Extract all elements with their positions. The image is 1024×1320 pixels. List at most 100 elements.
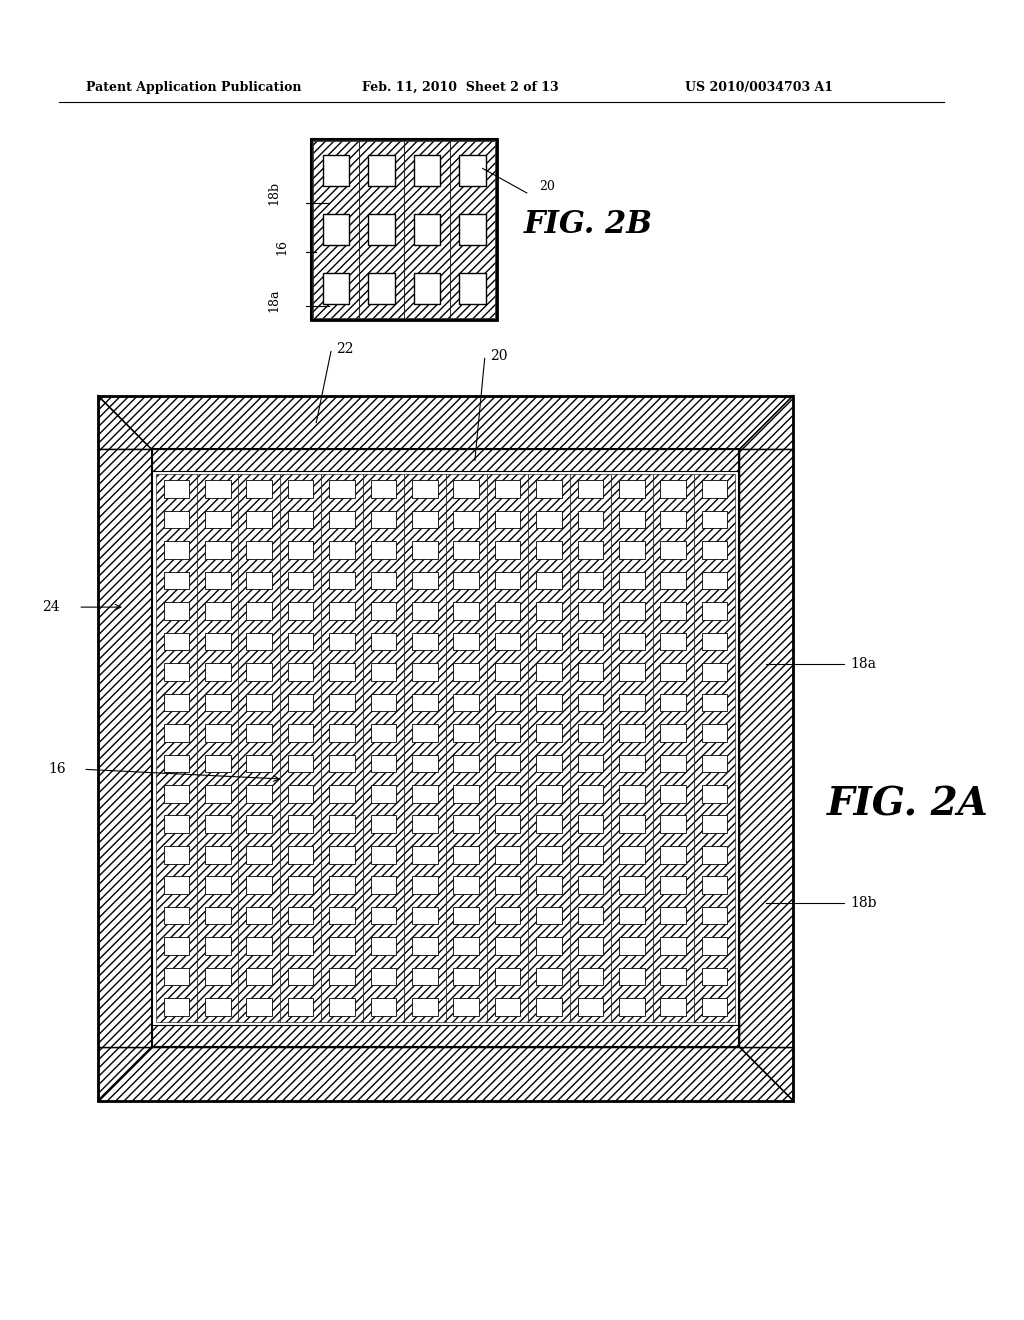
Bar: [660, 663, 686, 681]
Bar: [454, 693, 479, 711]
Bar: [454, 755, 479, 772]
Bar: [329, 755, 355, 772]
Bar: [247, 602, 272, 620]
Bar: [739, 450, 794, 1047]
Bar: [98, 450, 152, 1047]
Bar: [371, 693, 396, 711]
Bar: [660, 632, 686, 651]
Bar: [454, 816, 479, 833]
Bar: [371, 876, 396, 894]
Bar: [537, 785, 562, 803]
Bar: [618, 663, 645, 681]
Bar: [660, 572, 686, 590]
Text: 16: 16: [48, 762, 66, 776]
Bar: [660, 755, 686, 772]
Bar: [578, 876, 603, 894]
Text: 18a: 18a: [850, 656, 876, 671]
Bar: [247, 725, 272, 742]
Bar: [371, 816, 396, 833]
Bar: [618, 511, 645, 528]
Bar: [323, 273, 349, 304]
Bar: [701, 846, 727, 863]
Bar: [537, 632, 562, 651]
Bar: [329, 907, 355, 924]
Bar: [371, 907, 396, 924]
Bar: [454, 968, 479, 986]
Bar: [618, 846, 645, 863]
Bar: [288, 968, 313, 986]
Bar: [537, 725, 562, 742]
Bar: [205, 785, 230, 803]
Bar: [323, 156, 349, 186]
Bar: [660, 511, 686, 528]
Bar: [371, 998, 396, 1016]
Bar: [288, 663, 313, 681]
Bar: [329, 511, 355, 528]
Bar: [660, 998, 686, 1016]
Bar: [362, 474, 404, 1022]
Bar: [247, 846, 272, 863]
Bar: [414, 156, 440, 186]
Bar: [578, 480, 603, 498]
Bar: [537, 693, 562, 711]
Bar: [205, 602, 230, 620]
Text: 16: 16: [275, 239, 289, 255]
Bar: [701, 816, 727, 833]
Bar: [618, 816, 645, 833]
Bar: [578, 602, 603, 620]
Bar: [660, 480, 686, 498]
Bar: [371, 785, 396, 803]
Bar: [537, 602, 562, 620]
Bar: [329, 541, 355, 558]
Bar: [288, 755, 313, 772]
Bar: [205, 541, 230, 558]
Bar: [205, 693, 230, 711]
Bar: [247, 480, 272, 498]
Bar: [578, 693, 603, 711]
Bar: [578, 632, 603, 651]
Bar: [412, 725, 437, 742]
Bar: [578, 725, 603, 742]
Bar: [454, 725, 479, 742]
Bar: [412, 663, 437, 681]
Bar: [460, 273, 485, 304]
Bar: [205, 511, 230, 528]
Bar: [537, 511, 562, 528]
Bar: [288, 480, 313, 498]
Bar: [495, 541, 520, 558]
Bar: [537, 816, 562, 833]
Bar: [578, 816, 603, 833]
Bar: [537, 541, 562, 558]
Bar: [311, 139, 498, 321]
Bar: [329, 602, 355, 620]
Bar: [205, 998, 230, 1016]
Bar: [369, 273, 395, 304]
Bar: [578, 907, 603, 924]
Bar: [404, 474, 445, 1022]
Bar: [156, 474, 197, 1022]
Bar: [495, 755, 520, 772]
Bar: [329, 846, 355, 863]
Bar: [495, 846, 520, 863]
Bar: [205, 876, 230, 894]
Bar: [537, 907, 562, 924]
Text: FIG. 2A: FIG. 2A: [827, 785, 989, 824]
Bar: [371, 725, 396, 742]
Bar: [454, 541, 479, 558]
Bar: [660, 876, 686, 894]
Bar: [412, 602, 437, 620]
Bar: [164, 632, 189, 651]
Bar: [164, 937, 189, 954]
Bar: [694, 474, 735, 1022]
Bar: [329, 816, 355, 833]
Bar: [164, 602, 189, 620]
Bar: [329, 572, 355, 590]
Bar: [701, 785, 727, 803]
Bar: [288, 937, 313, 954]
Bar: [247, 663, 272, 681]
Bar: [197, 474, 239, 1022]
Bar: [578, 572, 603, 590]
Bar: [164, 876, 189, 894]
Bar: [701, 693, 727, 711]
Bar: [537, 755, 562, 772]
